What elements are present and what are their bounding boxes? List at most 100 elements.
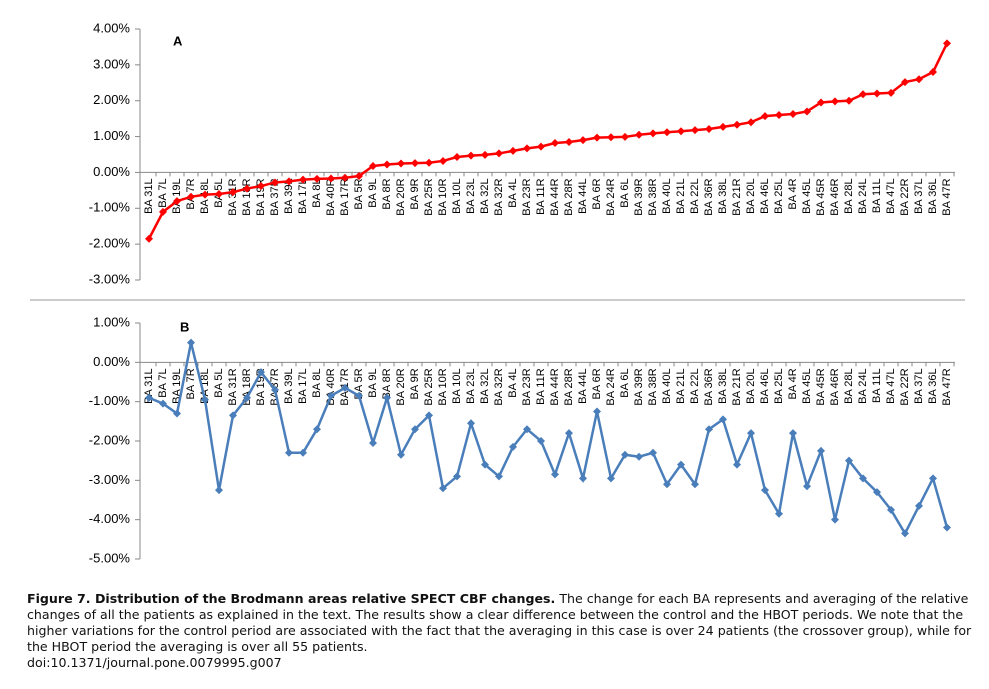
x-tick-label: BA 5R [353, 178, 365, 209]
x-tick-label: BA 37L [913, 368, 925, 403]
data-point [845, 96, 853, 105]
caption-doi: doi:10.1371/journal.pone.0079995.g007 [27, 655, 282, 670]
x-tick-label: BA 4L [507, 178, 519, 207]
data-point [719, 122, 727, 131]
panel-label: A [173, 33, 183, 48]
data-point [523, 425, 531, 434]
data-point [299, 175, 307, 184]
x-tick-label: BA 46R [829, 368, 841, 405]
data-line [147, 42, 949, 240]
data-point [649, 129, 657, 138]
x-tick-label: BA 6R [591, 368, 603, 399]
x-tick-label: BA 18L [199, 368, 211, 403]
data-point [481, 460, 489, 469]
data-point [271, 178, 279, 187]
data-point [187, 192, 195, 201]
y-tick-label: 4.00% [93, 20, 130, 35]
x-tick-label: BA 40L [661, 368, 673, 403]
data-point [369, 161, 377, 170]
data-point [467, 419, 475, 428]
data-point [271, 385, 279, 394]
x-tick-label: BA 36R [703, 368, 715, 405]
x-tick-label: BA 17L [297, 368, 309, 403]
data-point [397, 450, 405, 459]
x-tick-label: BA 28R [563, 178, 575, 215]
data-point [621, 132, 629, 141]
x-tick-label: BA 45R [815, 178, 827, 215]
data-point [873, 488, 881, 497]
data-point [831, 97, 839, 106]
x-tick-label: BA 31L [143, 178, 155, 213]
data-point [215, 189, 223, 198]
data-point [901, 529, 909, 538]
x-tick-label: BA 47R [941, 368, 953, 405]
y-tick-label: 1.00% [93, 314, 130, 329]
data-point [537, 437, 545, 445]
data-point [159, 399, 167, 408]
data-point [327, 391, 335, 400]
x-tick-label: BA 5R [353, 368, 365, 399]
data-point [915, 501, 923, 510]
data-point [789, 109, 797, 118]
data-point [747, 429, 755, 438]
data-point [845, 456, 853, 465]
data-point [831, 515, 839, 524]
x-tick-label: BA 11R [535, 368, 547, 405]
caption-text: The change for each BA represents and av… [27, 591, 972, 654]
data-point [929, 68, 937, 77]
data-point [411, 159, 419, 168]
x-tick-label: BA 31R [227, 178, 239, 215]
y-tick-label: 3.00% [93, 56, 130, 71]
x-tick-label: BA 4L [507, 368, 519, 397]
data-point [943, 523, 951, 532]
x-tick-label: BA 24R [605, 178, 617, 215]
x-tick-label: BA 36L [927, 178, 939, 213]
x-tick-label: BA 25L [773, 178, 785, 213]
x-tick-label: BA 18R [241, 178, 253, 215]
data-point [453, 153, 461, 162]
x-tick-label: BA 5L [213, 368, 225, 397]
x-tick-label: BA 44R [549, 368, 561, 405]
data-point [621, 450, 629, 459]
data-point [327, 174, 335, 183]
x-tick-label: BA 38R [647, 368, 659, 405]
data-point [145, 393, 153, 402]
x-tick-label: BA 20L [745, 368, 757, 403]
x-tick-label: BA 10R [437, 178, 449, 215]
data-point [635, 452, 643, 461]
data-point [145, 234, 153, 243]
data-point [523, 144, 531, 153]
data-point [369, 438, 377, 447]
data-point [901, 78, 909, 87]
data-point [677, 460, 685, 469]
data-point [817, 446, 825, 455]
y-tick-label: -1.00% [89, 393, 131, 408]
data-point [313, 425, 321, 434]
data-point [285, 177, 293, 186]
x-tick-label: BA 22R [899, 178, 911, 215]
x-tick-label: BA 22L [689, 368, 701, 403]
data-point [803, 107, 811, 116]
x-tick-label: BA 39R [633, 368, 645, 405]
data-point [201, 395, 209, 404]
data-point [733, 120, 741, 129]
x-tick-label: BA 40R [325, 368, 337, 405]
data-point [467, 151, 475, 160]
data-point [607, 474, 615, 483]
x-tick-label: BA 46L [759, 178, 771, 213]
data-point [873, 89, 881, 98]
x-tick-label: BA 11R [535, 178, 547, 215]
x-tick-label: BA 32R [493, 368, 505, 405]
data-point [509, 442, 517, 451]
x-tick-label: BA 47R [941, 178, 953, 215]
data-point [887, 88, 895, 97]
data-point [215, 486, 223, 495]
x-tick-label: BA 45R [815, 368, 827, 405]
x-tick-label: BA 31R [227, 368, 239, 405]
data-point [677, 127, 685, 136]
x-tick-label: BA 23L [465, 178, 477, 213]
data-point [397, 159, 405, 168]
x-tick-label: BA 9R [409, 368, 421, 399]
x-tick-label: BA 44L [577, 368, 589, 403]
x-tick-label: BA 6L [619, 368, 631, 397]
